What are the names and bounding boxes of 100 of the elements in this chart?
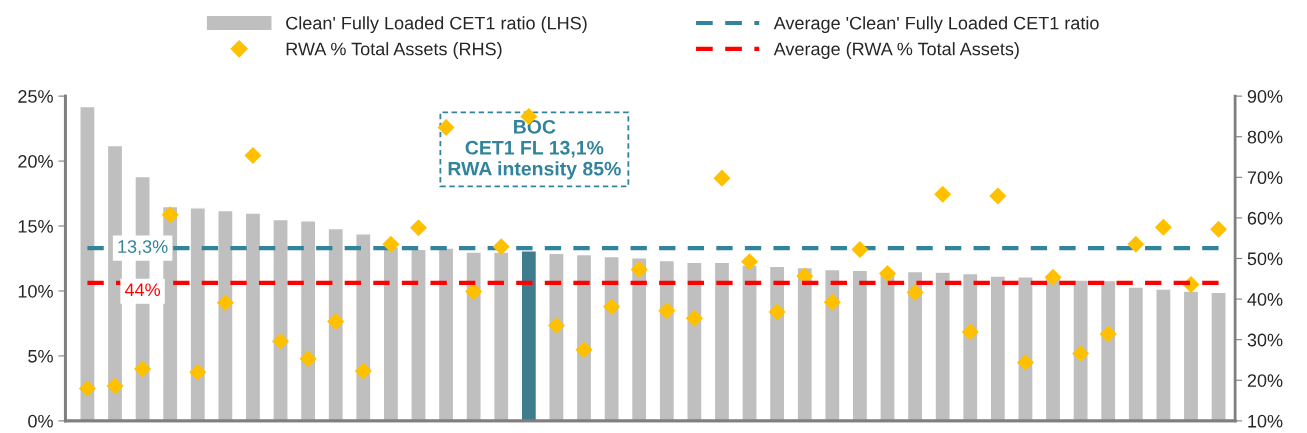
point <box>106 377 124 395</box>
data-label: 44% <box>124 283 161 297</box>
point <box>244 146 262 164</box>
point <box>409 219 427 237</box>
bar <box>217 209 234 421</box>
point <box>603 298 621 316</box>
point <box>161 206 179 224</box>
point <box>713 169 731 187</box>
bar <box>1182 290 1200 421</box>
bar <box>989 275 1007 421</box>
y2-tick-label: 40% <box>1247 293 1283 306</box>
bar <box>79 105 96 421</box>
point <box>741 253 759 271</box>
bar <box>658 259 676 421</box>
y-tick-label: 10% <box>18 284 53 298</box>
bar <box>768 265 786 421</box>
y2-tick-label: 80% <box>1247 130 1283 144</box>
point <box>1016 353 1034 371</box>
bar <box>492 251 510 421</box>
y2-tick-label: 30% <box>1247 333 1283 347</box>
bar <box>1017 275 1034 421</box>
legend-label: Average 'Clean' Fully Loaded CET1 ratio <box>773 16 1099 34</box>
bar <box>355 233 372 421</box>
y2-tick-label: 70% <box>1247 171 1283 185</box>
point <box>465 282 483 300</box>
data-label: 13,3% <box>118 240 168 256</box>
bar <box>934 271 951 421</box>
bar <box>1099 279 1117 421</box>
point <box>1127 235 1145 253</box>
legend-label: Clean' Fully Loaded CET1 ratio (LHS) <box>286 16 587 34</box>
annotation: BOC CET1 FL 13,1% RWA intensity 85% <box>448 119 621 180</box>
point <box>851 241 869 259</box>
point <box>1044 268 1062 286</box>
point <box>437 118 455 136</box>
y-tick-label: 20% <box>18 155 53 168</box>
point <box>768 303 786 321</box>
point <box>327 312 345 330</box>
bar <box>686 261 703 421</box>
bar <box>961 272 979 421</box>
point <box>216 294 234 312</box>
bar <box>189 207 207 421</box>
point <box>630 260 648 278</box>
point <box>272 332 290 350</box>
bar <box>1127 286 1145 421</box>
point <box>906 284 924 302</box>
bar <box>796 266 814 421</box>
bar <box>713 261 731 421</box>
bar <box>630 257 648 421</box>
bar <box>382 246 400 421</box>
y-tick-label: 25% <box>18 90 53 103</box>
point <box>989 187 1007 205</box>
bar <box>327 227 345 421</box>
bar <box>1210 291 1227 421</box>
bar <box>603 255 620 421</box>
bar <box>741 264 758 421</box>
legend-label: RWA % Total Assets (RHS) <box>286 42 502 59</box>
y2-tick-label: 20% <box>1247 374 1283 387</box>
bar <box>824 268 841 421</box>
y-tick-label: 5% <box>28 349 53 363</box>
point <box>575 341 593 359</box>
y-tick-label: 15% <box>18 220 53 233</box>
point <box>658 302 676 320</box>
bar <box>437 247 455 421</box>
point <box>1072 344 1090 362</box>
bar <box>244 212 262 421</box>
bar <box>879 270 896 421</box>
bar <box>520 250 538 421</box>
point <box>878 265 896 283</box>
bar <box>575 253 593 421</box>
bar <box>1044 277 1062 421</box>
bar <box>465 251 482 421</box>
bar <box>548 252 565 421</box>
point <box>134 360 152 378</box>
point <box>823 293 841 311</box>
point <box>547 316 565 334</box>
bar <box>1072 279 1089 421</box>
legend-label: Average (RWA % Total Assets) <box>773 42 1019 59</box>
bar <box>906 270 924 421</box>
point <box>299 350 317 368</box>
point <box>1154 218 1172 236</box>
point <box>78 379 96 397</box>
point <box>934 185 952 203</box>
point <box>492 238 510 256</box>
point <box>961 323 979 341</box>
y2-tick-label: 10% <box>1248 414 1283 428</box>
point <box>382 235 400 253</box>
bar <box>272 218 289 421</box>
point <box>354 362 372 380</box>
y2-tick-label: 50% <box>1247 252 1283 266</box>
bar <box>851 269 869 421</box>
point <box>189 363 207 381</box>
y-tick-label: 0% <box>28 414 53 428</box>
bar <box>410 248 427 421</box>
point <box>685 309 703 327</box>
bar <box>1155 288 1172 421</box>
y2-tick-label: 90% <box>1247 90 1283 103</box>
bar <box>299 220 317 421</box>
y2-tick-label: 60% <box>1247 211 1283 225</box>
point <box>1099 325 1117 343</box>
point <box>1210 220 1228 238</box>
